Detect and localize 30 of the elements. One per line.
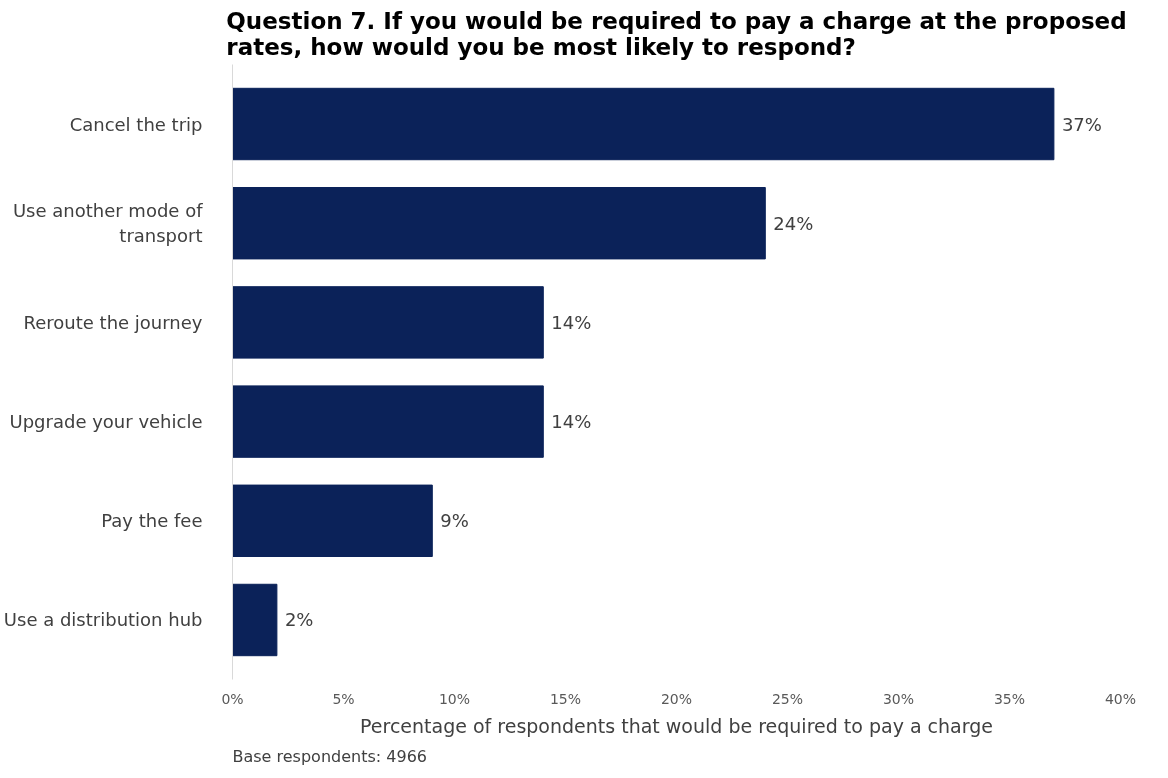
bar [232, 286, 544, 359]
data-label: 14% [551, 311, 592, 333]
x-tick-label: 10% [438, 690, 471, 707]
bar [232, 583, 278, 657]
y-tick-label: Use a distribution hub [3, 609, 203, 631]
data-label: 9% [440, 510, 469, 532]
x-axis-title: Percentage of respondents that would be required to pay a charge [360, 714, 993, 737]
bar [232, 187, 766, 260]
bar [232, 484, 433, 557]
x-tick-label: 35% [993, 690, 1026, 707]
x-tick-label: 0% [221, 690, 244, 707]
chart-title: Question 7. If you would be required to pay a charge at the proposed rates, how would you be most likely to respond? [226, 7, 1127, 60]
data-label: 24% [773, 212, 814, 234]
y-tick-label: Reroute the journey [23, 311, 203, 333]
x-tick-label: 30% [882, 690, 915, 707]
y-tick-label: Upgrade your vehicle [9, 411, 203, 433]
x-tick-label: 5% [332, 690, 355, 707]
text: Base respondents: 4966 [232, 746, 427, 766]
x-tick-label: 25% [771, 690, 804, 707]
x-tick-label: 20% [660, 690, 693, 707]
y-tick-label: Pay the fee [101, 510, 203, 532]
y-tick-label: Use another mode of transport [12, 200, 204, 247]
data-label: 14% [551, 411, 592, 433]
data-label: 37% [1061, 113, 1102, 135]
x-tick-label: 15% [549, 690, 582, 707]
x-tick-label: 40% [1104, 690, 1137, 707]
bar [232, 385, 544, 458]
y-tick-label: Cancel the trip [69, 113, 203, 135]
data-label: 2% [284, 609, 314, 631]
bar [232, 87, 1055, 161]
